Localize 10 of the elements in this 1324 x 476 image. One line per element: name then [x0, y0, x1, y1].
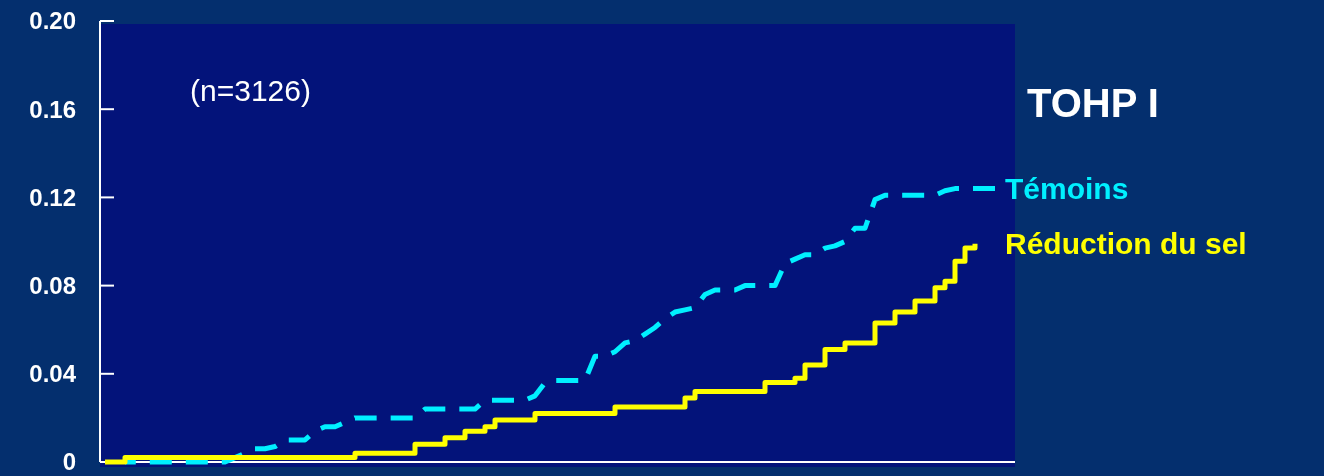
annotation: (n=3126) — [190, 73, 311, 107]
y-tick-label: 0 — [62, 448, 76, 476]
y-tick-label: 0.08 — [29, 272, 76, 299]
series-label: Témoins — [1005, 172, 1129, 206]
series-label: Réduction du sel — [1005, 227, 1247, 261]
text: TOHP I — [1027, 81, 1159, 125]
y-tick-label: 0.04 — [29, 360, 77, 388]
y-tick-label: 0.12 — [29, 183, 76, 211]
y-tick-label: 0.20 — [29, 7, 76, 35]
y-tick-label: 0.16 — [29, 95, 76, 123]
